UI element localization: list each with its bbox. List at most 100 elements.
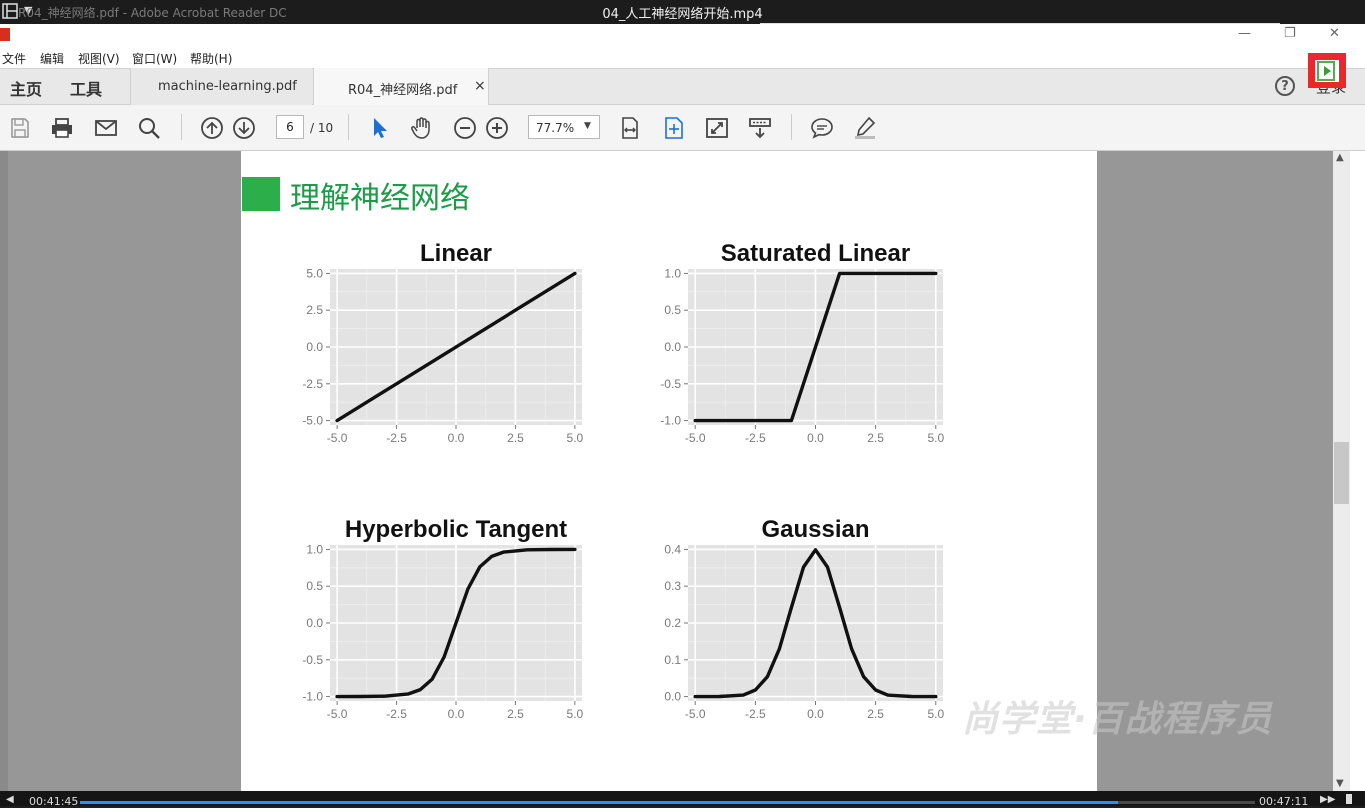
- series-line: [335, 271, 577, 423]
- time-total: 00:47:11: [1259, 795, 1309, 808]
- window-title-bar: [0, 24, 1365, 48]
- y-tick-label: 0.5: [664, 303, 681, 317]
- chart-title: Saturated Linear: [721, 240, 910, 267]
- highlight-icon[interactable]: [853, 116, 877, 140]
- left-panel-handle[interactable]: [0, 151, 8, 791]
- x-tick-label: -2.5: [745, 431, 766, 445]
- x-tick-label: 5.0: [927, 431, 944, 445]
- tab-label: R04_神经网络.pdf: [348, 83, 458, 98]
- chart-title: Hyperbolic Tangent: [345, 516, 567, 543]
- watermark-text: 尚学堂·百战程序员: [962, 699, 1273, 740]
- toolbar-divider: [791, 114, 792, 140]
- zoom-value: 77.7%: [536, 121, 575, 135]
- fit-width-icon[interactable]: [618, 116, 642, 140]
- y-tick-label: -0.5: [660, 377, 681, 391]
- x-tick-label: 0.0: [807, 431, 824, 445]
- menu-help[interactable]: 帮助(H): [190, 52, 233, 66]
- menu-window[interactable]: 窗口(W): [132, 52, 178, 66]
- email-icon[interactable]: [94, 116, 118, 140]
- y-tick-label: 0.2: [664, 616, 681, 630]
- zoom-select[interactable]: [528, 115, 600, 139]
- x-tick-label: 0.0: [448, 707, 465, 721]
- close-button[interactable]: ✕: [1329, 26, 1340, 41]
- search-icon[interactable]: [137, 116, 161, 140]
- menu-file[interactable]: 文件: [2, 52, 27, 66]
- series-line: [693, 548, 938, 699]
- x-tick-label: 0.0: [807, 707, 824, 721]
- y-tick-label: 0.0: [306, 340, 323, 354]
- stop-icon[interactable]: [1346, 794, 1352, 804]
- next-icon[interactable]: ▶▶: [1320, 794, 1336, 805]
- x-tick-label: 2.5: [507, 707, 524, 721]
- menu-view[interactable]: 视图(V): [78, 52, 120, 66]
- player-title-bar: [0, 0, 1365, 24]
- page-heading: 理解神经网络: [290, 181, 470, 216]
- x-tick-label: -2.5: [745, 707, 766, 721]
- y-tick-label: -1.0: [660, 414, 681, 428]
- right-panel: [1350, 151, 1365, 791]
- y-tick-label: 0.5: [306, 579, 323, 593]
- toolbar-divider: [181, 114, 182, 140]
- x-tick-label: 5.0: [567, 707, 584, 721]
- y-tick-label: 1.0: [664, 266, 681, 280]
- tab-label: machine-learning.pdf: [158, 79, 297, 94]
- y-tick-label: 0.1: [664, 653, 681, 667]
- chart-title: Linear: [420, 240, 492, 267]
- y-tick-label: 0.0: [306, 616, 323, 630]
- restore-button[interactable]: ❐: [1284, 26, 1296, 41]
- menu-bar: [0, 48, 1365, 68]
- x-tick-label: -2.5: [386, 431, 407, 445]
- y-tick-label: -1.0: [302, 690, 323, 704]
- pdf-icon: [0, 28, 10, 41]
- menu-edit[interactable]: 编辑: [40, 52, 65, 66]
- x-tick-label: -5.0: [327, 431, 348, 445]
- page-total: / 10: [310, 121, 334, 135]
- page-number-input[interactable]: 6: [276, 115, 304, 139]
- x-tick-label: 2.5: [867, 707, 884, 721]
- hand-icon[interactable]: [410, 116, 434, 140]
- tab-close-icon[interactable]: ×: [474, 78, 486, 94]
- tab-home[interactable]: 主页: [10, 80, 43, 99]
- help-icon[interactable]: ?: [1275, 76, 1295, 96]
- scroll-up-icon[interactable]: ▲: [1336, 152, 1344, 163]
- video-title: 04_人工神经网络开始.mp4: [602, 7, 763, 22]
- fit-page-icon[interactable]: [662, 116, 686, 140]
- scroll-down-icon[interactable]: ▼: [1336, 778, 1344, 789]
- select-cursor-icon[interactable]: [368, 116, 392, 140]
- x-tick-label: 5.0: [927, 707, 944, 721]
- x-tick-label: -5.0: [685, 707, 706, 721]
- y-tick-label: 0.3: [664, 579, 681, 593]
- y-tick-label: 0.4: [664, 542, 681, 556]
- zoom-out-icon[interactable]: [453, 116, 477, 140]
- scrollbar-thumb[interactable]: [1334, 442, 1349, 504]
- read-mode-icon[interactable]: [748, 116, 772, 140]
- zoom-in-icon[interactable]: [485, 116, 509, 140]
- chevron-down-icon[interactable]: ▼: [584, 121, 591, 131]
- x-tick-label: -2.5: [386, 707, 407, 721]
- y-tick-label: -5.0: [302, 414, 323, 428]
- y-tick-label: -2.5: [302, 377, 323, 391]
- print-icon[interactable]: [50, 116, 74, 140]
- tab-machine-learning[interactable]: machine-learning.pdf: [130, 68, 312, 105]
- page-down-icon[interactable]: [232, 116, 256, 140]
- playlist-icon[interactable]: [2, 3, 18, 19]
- y-tick-label: 1.0: [306, 542, 323, 556]
- x-tick-label: 2.5: [867, 431, 884, 445]
- save-icon[interactable]: [8, 116, 32, 140]
- fullscreen-icon[interactable]: [705, 116, 729, 140]
- page-up-icon[interactable]: [200, 116, 224, 140]
- x-tick-label: 0.0: [448, 431, 465, 445]
- toolbar-divider: [348, 114, 349, 140]
- x-tick-label: -5.0: [327, 707, 348, 721]
- chevron-down-icon[interactable]: ▼: [24, 4, 33, 17]
- time-elapsed: 00:41:45: [29, 795, 79, 808]
- comment-icon[interactable]: [810, 116, 834, 140]
- tab-tools[interactable]: 工具: [70, 80, 103, 99]
- chart-title: Gaussian: [761, 516, 869, 543]
- play-icon[interactable]: [1315, 60, 1339, 82]
- minimize-button[interactable]: —: [1238, 26, 1251, 41]
- previous-icon[interactable]: ◀: [6, 794, 14, 805]
- tab-r04[interactable]: R04_神经网络.pdf ×: [313, 68, 489, 105]
- y-tick-label: -0.5: [302, 653, 323, 667]
- window-title: R04_神经网络.pdf - Adobe Acrobat Reader DC: [18, 6, 287, 20]
